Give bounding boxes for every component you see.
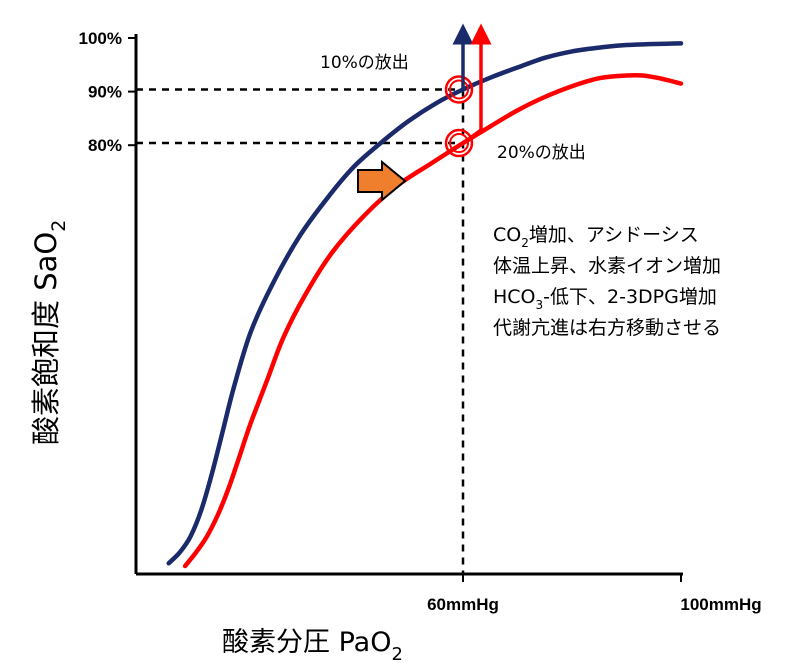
y-axis-label: 酸素飽和度 SaO2 [29,220,70,445]
series-line-1 [166,41,684,566]
y-ticks: 100% 90% 80% [79,29,136,155]
x-tick-label-1: 60mmHg [427,595,499,614]
x-axis-label: 酸素分圧 PaO2 [222,627,403,665]
notes-block: CO2増加、アシドーシス 体温上昇、水素イオン増加 HCO3-低下、2-3DPG… [493,224,721,339]
x-ticks: 60mmHg 100mmHg [427,574,762,614]
right-shift-arrow-icon [357,159,407,203]
y-tick-label-3: 80% [88,136,122,155]
intersection-circle-1 [444,75,474,104]
y-tick-label-1: 100% [79,29,122,48]
intersection-markers [444,75,474,158]
release-10-label: 10%の放出 [320,53,409,73]
note-line-2: 体温上昇、水素イオン増加 [493,255,721,277]
intersection-inner-circle-1 [449,79,469,100]
note-line-1: CO2増加、アシドーシス [493,224,699,250]
intersection-circle-2 [444,128,474,158]
intersection-inner-circle-2 [449,133,469,154]
release-20-label: 20%の放出 [497,143,586,163]
note-line-4: 代謝亢進は右方移動させる [493,317,721,339]
note-line-3: HCO3-低下、2-3DPG増加 [493,286,717,312]
guide-lines [136,88,465,574]
x-tick-label-2: 100mmHg [680,595,761,614]
y-tick-label-2: 90% [88,83,122,102]
upward-arrow-red [468,23,492,140]
